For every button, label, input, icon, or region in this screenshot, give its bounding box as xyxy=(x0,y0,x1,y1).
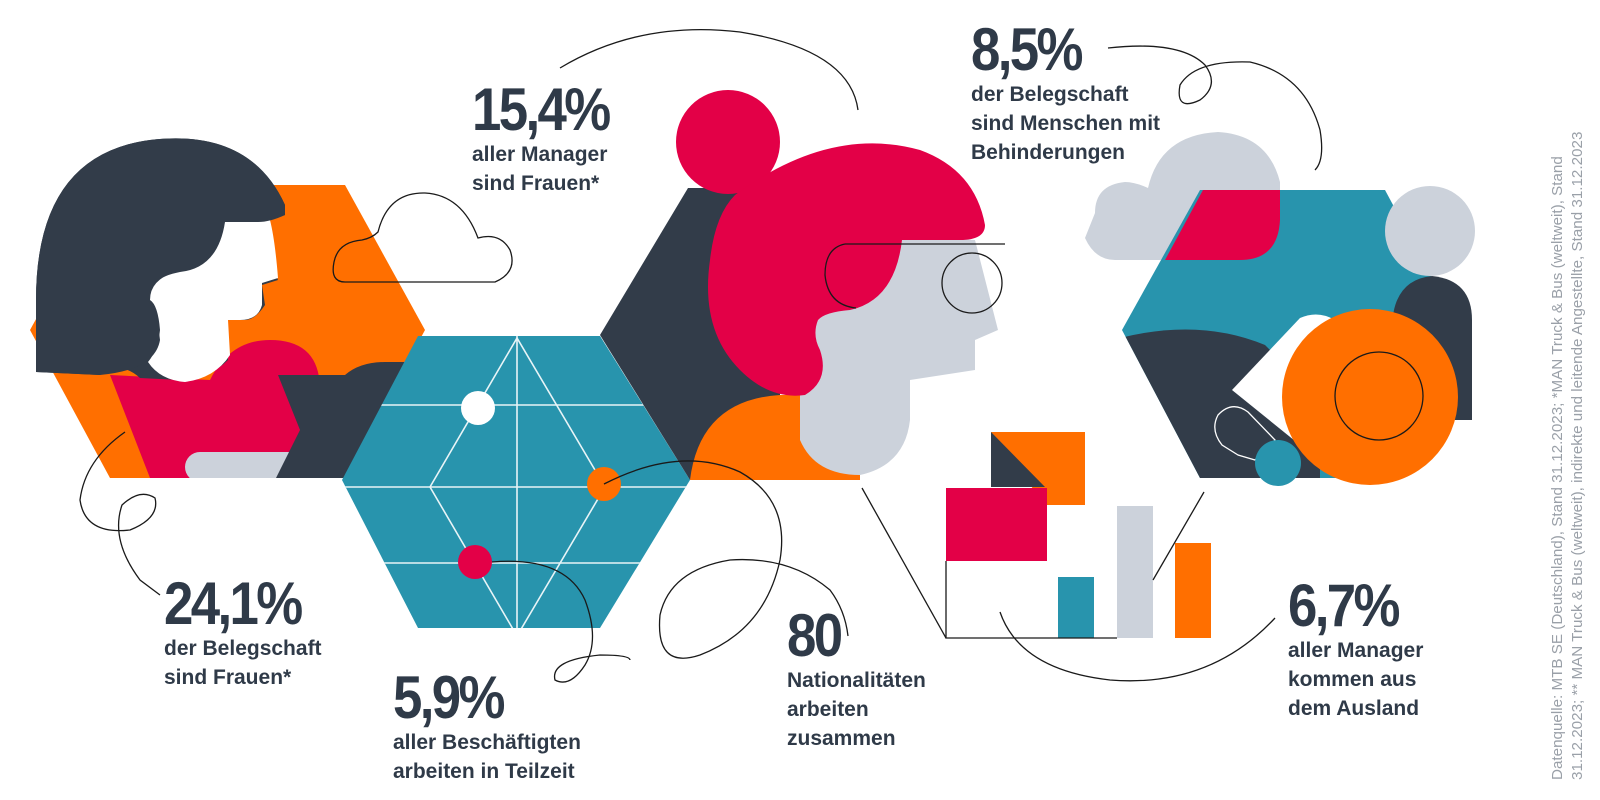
stat-label-line: aller Beschäftigten xyxy=(393,731,581,754)
stat-label-line: Nationalitäten xyxy=(787,669,926,692)
wheelchair-icon xyxy=(1085,132,1475,486)
woman-with-glasses-icon xyxy=(600,90,1005,480)
stat-label-line: der Belegschaft xyxy=(164,637,322,660)
stat-nationalities: 80 Nationalitäten arbeiten zusammen xyxy=(787,606,926,753)
cloud-outline-icon xyxy=(332,192,513,283)
stat-value: 8,5% xyxy=(971,16,1083,83)
footnote-line: Datenquelle: MTB SE (Deutschland), Stand… xyxy=(1549,156,1566,780)
stat-label-line: arbeiten in Teilzeit xyxy=(393,760,575,783)
woman-profile-icon xyxy=(30,138,430,478)
stat-label-line: dem Ausland xyxy=(1288,697,1420,720)
stat-label-line: kommen aus xyxy=(1288,668,1417,691)
stat-value: 80 xyxy=(787,602,843,669)
stat-value: 5,9% xyxy=(393,664,505,731)
data-source-footnote: Datenquelle: MTB SE (Deutschland), Stand… xyxy=(1548,40,1588,780)
connector-lines xyxy=(79,28,1323,683)
stat-label-line: sind Menschen mit xyxy=(971,112,1161,135)
stat-label-line: sind Frauen* xyxy=(164,666,292,689)
footnote-line: 31.12.2023; ** MAN Truck & Bus (weltweit… xyxy=(1569,131,1586,780)
stat-label-line: aller Manager xyxy=(472,143,608,166)
stat-disabilities: 8,5% der Belegschaft sind Menschen mit B… xyxy=(971,20,1160,167)
globe-icon xyxy=(342,336,690,628)
stat-value: 15,4% xyxy=(472,76,611,143)
stat-label-line: arbeiten xyxy=(787,698,869,721)
stat-women-managers: 15,4% aller Manager sind Frauen* xyxy=(472,80,627,198)
stat-label-line: der Belegschaft xyxy=(971,83,1129,106)
stat-value: 6,7% xyxy=(1288,572,1400,639)
stat-label-line: sind Frauen* xyxy=(472,172,600,195)
stat-women-workforce: 24,1% der Belegschaft sind Frauen* xyxy=(164,574,322,692)
stat-foreign-managers: 6,7% aller Manager kommen aus dem Auslan… xyxy=(1288,576,1423,723)
stat-label-line: zusammen xyxy=(787,727,896,750)
stat-label-line: aller Manager xyxy=(1288,639,1424,662)
stat-value: 24,1% xyxy=(164,570,303,637)
bar-chart-icon xyxy=(861,432,1211,639)
stat-part-time: 5,9% aller Beschäftigten arbeiten in Tei… xyxy=(393,668,581,786)
stat-label-line: Behinderungen xyxy=(971,141,1126,164)
